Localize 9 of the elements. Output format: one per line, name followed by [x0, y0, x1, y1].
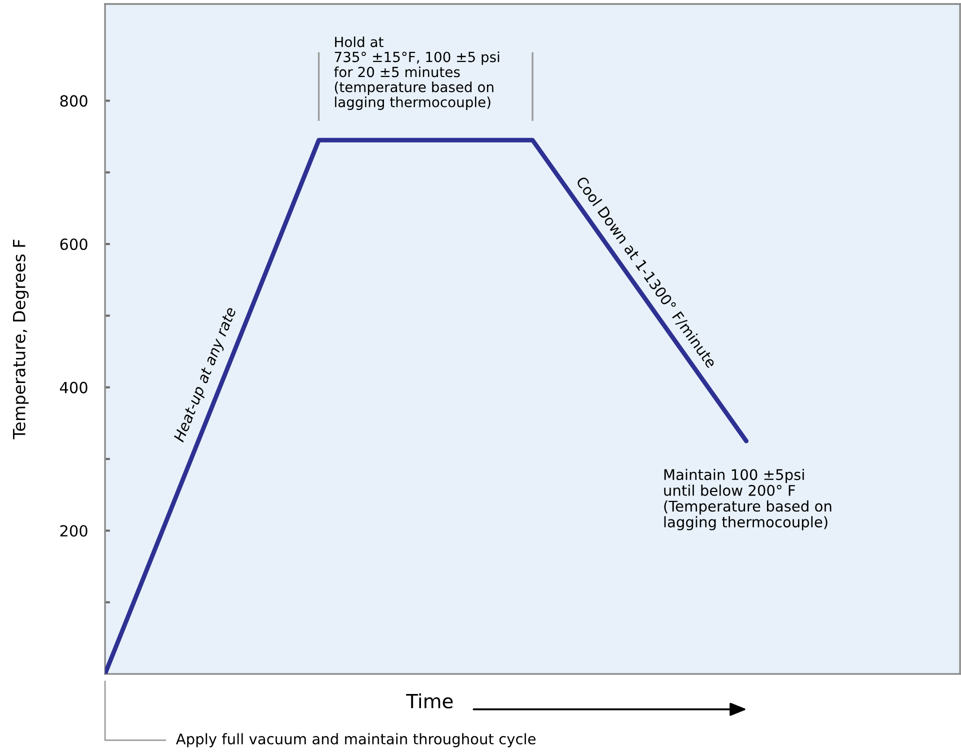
y-axis-title: Temperature, Degrees F	[13, 240, 29, 440]
y-tick-label: 800	[60, 95, 88, 107]
text: Apply full vacuum and maintain throughout cycle	[176, 733, 536, 748]
annotation: Hold at 735° ±15°F, 100 ±5 psi for 20 ±5 minutes (temperature based on lagging thermocouple)	[334, 36, 500, 110]
y-tick-label: 200	[60, 525, 88, 537]
y-tick-label: 600	[60, 238, 88, 250]
y-tick-label: 400	[60, 382, 88, 394]
x-axis-title: Time	[406, 693, 453, 708]
annotation: Maintain 100 ±5psi until below 200° F (Temperature based on lagging thermocouple)	[664, 468, 832, 530]
